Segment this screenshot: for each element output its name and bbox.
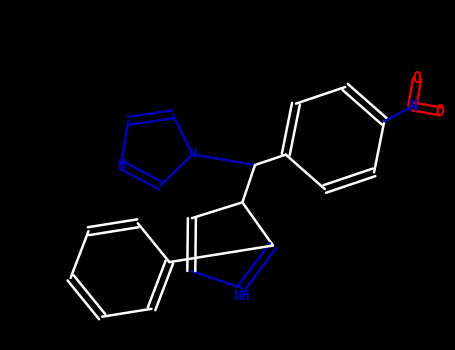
Text: O: O <box>413 71 422 86</box>
Text: O: O <box>436 104 445 119</box>
Text: N: N <box>117 158 125 172</box>
Text: N: N <box>408 99 417 114</box>
Text: NH: NH <box>233 289 250 303</box>
Text: N: N <box>188 147 197 161</box>
